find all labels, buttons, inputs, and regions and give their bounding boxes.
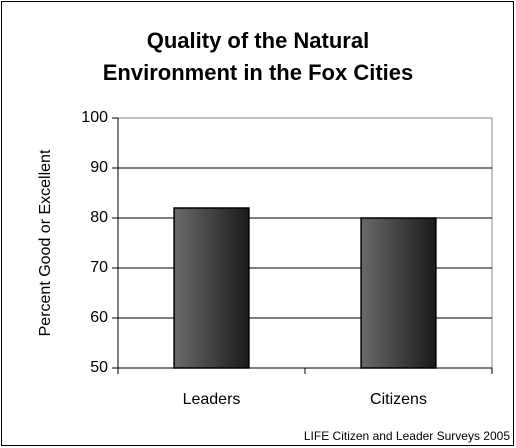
bar [173, 207, 250, 369]
y-tick-label: 90 [90, 159, 108, 176]
y-axis-label: Percent Good or Excellent [37, 149, 54, 336]
chart-title: Environment in the Fox Cities [103, 60, 413, 85]
source-note: LIFE Citizen and Leader Surveys 2005 [304, 429, 510, 443]
y-tick-label: 100 [81, 109, 108, 126]
chart-title: Quality of the Natural [147, 28, 369, 53]
y-tick-label: 70 [90, 259, 108, 276]
x-tick-label: Citizens [370, 391, 427, 408]
x-tick-label: Leaders [183, 391, 241, 408]
y-tick-label: 50 [90, 359, 108, 376]
y-tick-label: 80 [90, 209, 108, 226]
bar [360, 217, 437, 369]
y-tick-label: 60 [90, 309, 108, 326]
